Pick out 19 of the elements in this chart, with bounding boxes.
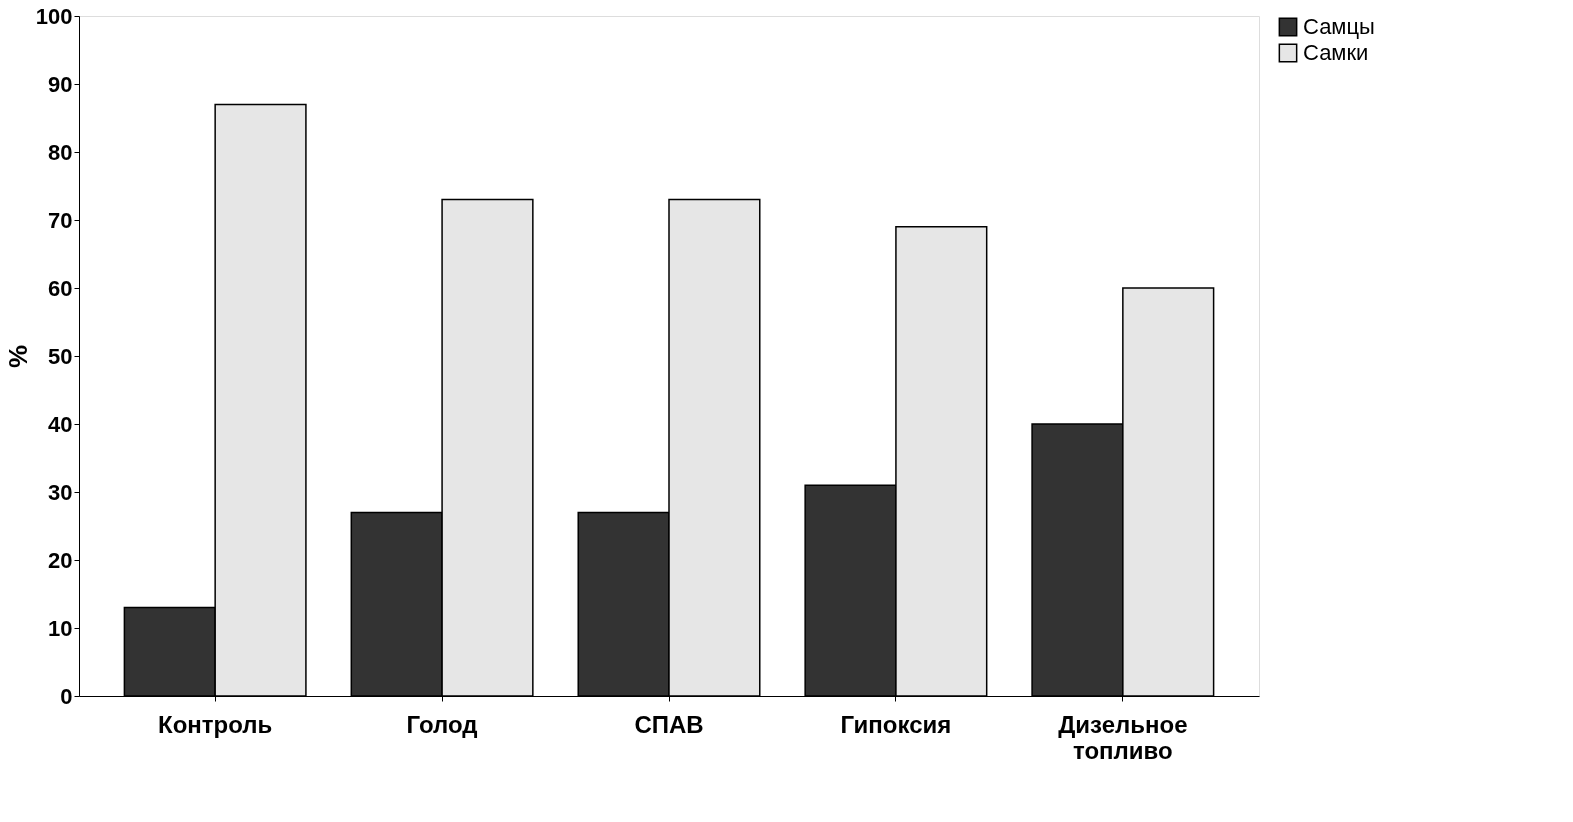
y-axis-title: %	[2, 344, 33, 369]
y-tick-label: 50	[48, 343, 73, 369]
x-tick-label: Дизельное топливо	[1058, 710, 1188, 764]
y-tick-label: 20	[48, 547, 73, 573]
y-tick-label: 100	[35, 3, 73, 29]
y-tick-label: 10	[48, 615, 73, 641]
legend-label: Самки	[1303, 40, 1369, 65]
legend-label: Самцы	[1303, 14, 1375, 39]
y-tick-label: 80	[48, 139, 73, 165]
y-tick-label: 90	[48, 71, 73, 97]
y-tick-label: 70	[48, 207, 73, 233]
y-tick-label: 40	[48, 411, 73, 437]
y-tick-label: 60	[48, 275, 73, 301]
x-tick-label: СПАВ	[634, 710, 704, 738]
y-tick-label: 30	[48, 479, 73, 505]
y-tick-label: 0	[60, 683, 73, 709]
x-tick-label: Контроль	[158, 710, 273, 738]
x-tick-label: Голод	[406, 710, 478, 738]
x-tick-label: Гипоксия	[840, 710, 952, 738]
